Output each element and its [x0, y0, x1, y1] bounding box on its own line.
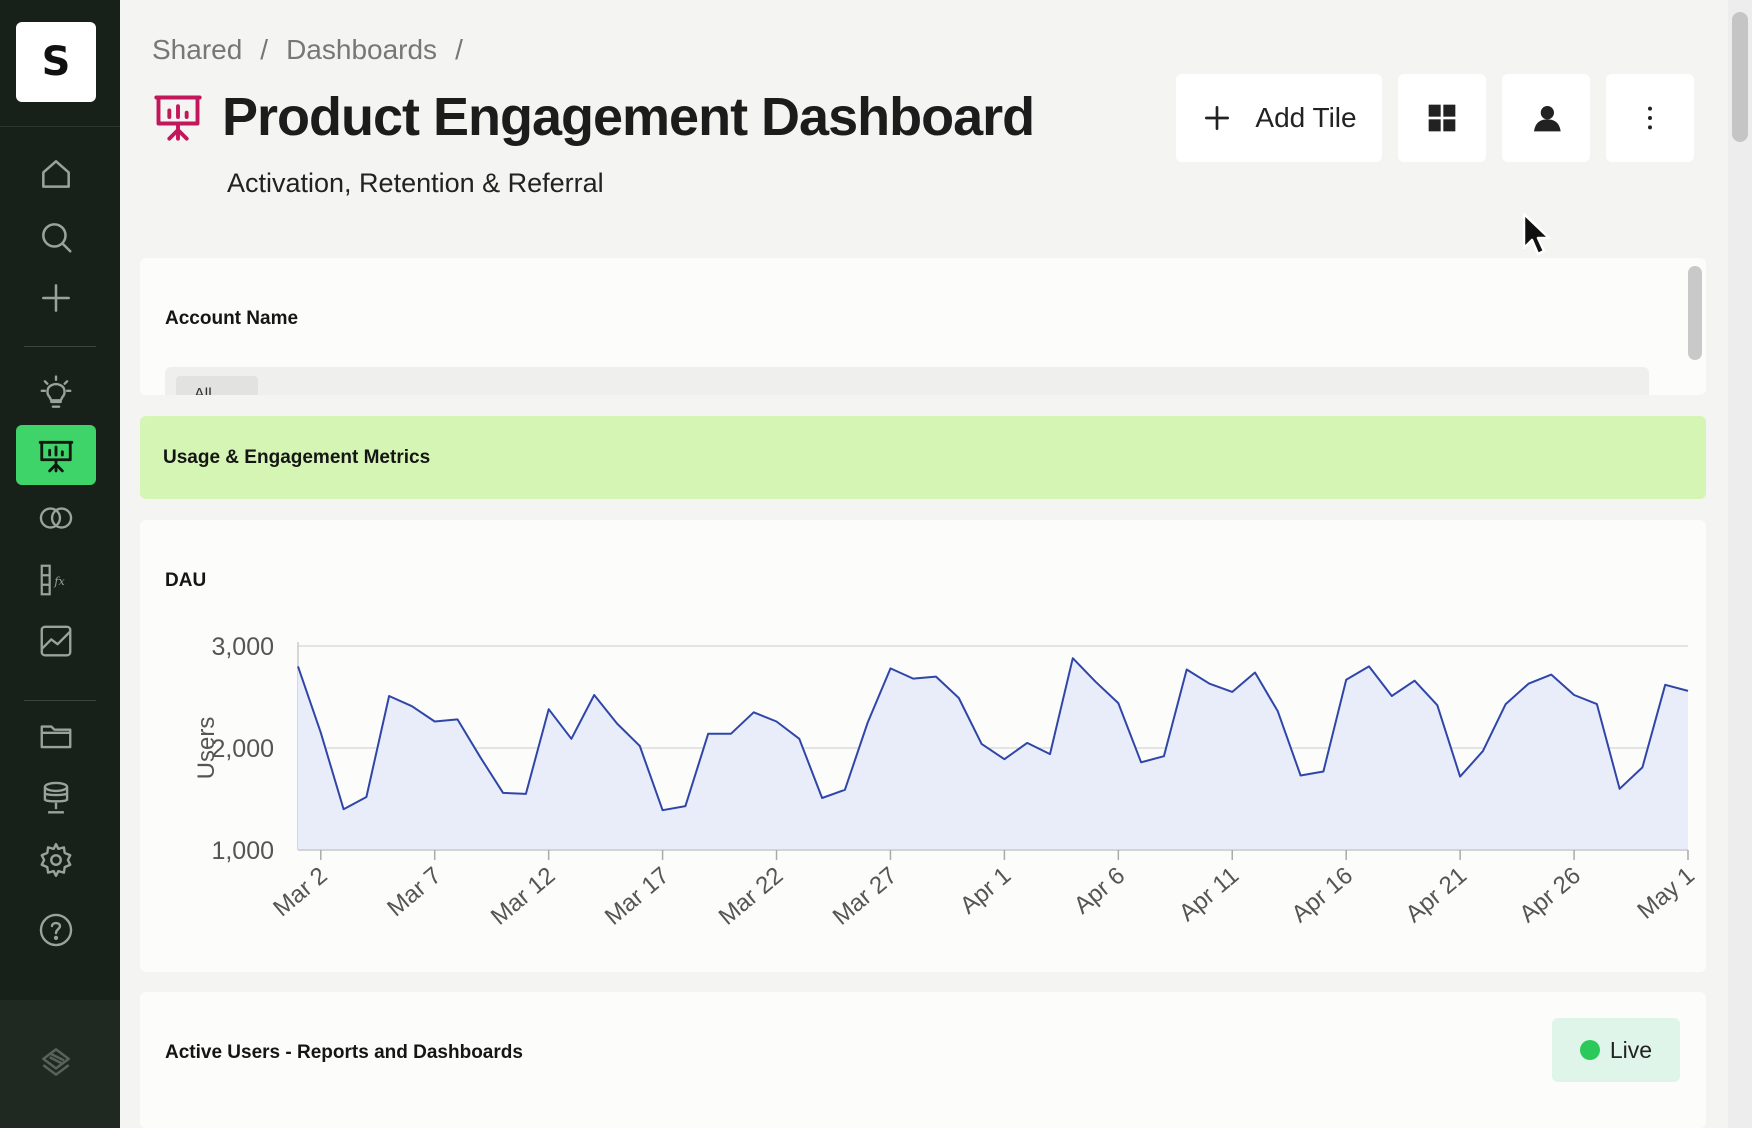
sidebar-footer — [0, 1000, 120, 1128]
x-tick-label: Mar 27 — [828, 862, 903, 931]
plus-icon — [1205, 106, 1230, 130]
account-name-select[interactable]: All — [165, 367, 1649, 395]
filter-chip[interactable]: All — [176, 376, 258, 395]
dashboard-icon — [154, 95, 202, 141]
x-tick-label: May 1 — [1632, 862, 1699, 925]
x-tick-label: Apr 6 — [1069, 862, 1130, 920]
folder-icon[interactable] — [16, 706, 96, 766]
x-tick-label: Apr 11 — [1174, 862, 1244, 927]
add-tile-button[interactable]: Add Tile — [1176, 74, 1382, 162]
x-tick-label: Apr 21 — [1400, 862, 1472, 928]
page-scrollbar[interactable] — [1728, 0, 1752, 1128]
page-scrollbar-thumb[interactable] — [1732, 12, 1748, 142]
breadcrumb-dashboards[interactable]: Dashboards — [286, 34, 438, 65]
live-dot-icon — [1579, 1040, 1600, 1060]
grid-icon — [1428, 104, 1456, 132]
dau-chart-card[interactable]: DAU 1,000 2,000 3,000 Users Mar 2 Mar 7 Mar 12… — [140, 520, 1706, 972]
x-tick-label: Apr 1 — [955, 862, 1016, 920]
database-icon[interactable] — [16, 768, 96, 828]
circles-icon[interactable] — [16, 488, 96, 548]
home-icon[interactable] — [16, 144, 96, 204]
y-tick-label: 3,000 — [211, 633, 274, 661]
x-tick-label: Mar 7 — [382, 862, 446, 922]
x-tick-label: Mar 22 — [714, 862, 789, 931]
plus-icon[interactable] — [16, 268, 96, 328]
user-share-icon — [1532, 106, 1561, 132]
share-button[interactable] — [1502, 74, 1590, 162]
sidebar-divider — [24, 700, 96, 701]
add-tile-label: Add Tile — [1255, 102, 1357, 133]
chart-title: DAU — [165, 570, 207, 591]
section-label: Usage & Engagement Metrics — [163, 447, 431, 468]
lightbulb-icon[interactable] — [16, 364, 96, 424]
breadcrumb: Shared / Dashboards / — [152, 34, 463, 66]
breadcrumb-separator: / — [455, 34, 463, 65]
live-label: Live — [1609, 1036, 1653, 1063]
account-filter-card: Account Name All — [140, 258, 1706, 395]
presentation-icon[interactable] — [16, 425, 96, 485]
help-icon[interactable] — [16, 900, 96, 960]
x-tick-label: Mar 2 — [268, 862, 332, 922]
page-subtitle: Activation, Retention & Referral — [227, 168, 604, 198]
filter-scrollbar[interactable] — [1688, 266, 1702, 360]
y-tick-label: 2,000 — [211, 735, 274, 763]
breadcrumb-separator: / — [260, 34, 269, 65]
breadcrumb-shared[interactable]: Shared — [152, 34, 243, 65]
dau-chart: 1,000 2,000 3,000 Users Mar 2 Mar 7 Mar 12 Mar … — [193, 633, 1700, 931]
active-users-title: Active Users - Reports and Dashboards — [165, 1042, 523, 1063]
more-options-button[interactable] — [1606, 74, 1694, 162]
search-icon[interactable] — [16, 207, 96, 267]
y-axis-label: Users — [193, 717, 220, 780]
mouse-cursor-icon — [1522, 212, 1551, 256]
y-tick-label: 1,000 — [211, 837, 274, 865]
section-header: Usage & Engagement Metrics — [140, 416, 1706, 499]
sidebar-divider — [24, 346, 96, 347]
active-users-card[interactable]: Active Users - Reports and Dashboards Li… — [140, 992, 1706, 1128]
sidebar: S fx — [0, 0, 120, 1128]
filter-label: Account Name — [165, 308, 299, 329]
series-line — [297, 657, 1689, 812]
layout-button[interactable] — [1398, 74, 1486, 162]
svg-text:fx: fx — [53, 575, 65, 588]
gear-icon[interactable] — [16, 830, 96, 890]
title-row: Product Engagement Dashboard — [152, 86, 1035, 148]
x-tick-label: Mar 17 — [600, 862, 675, 931]
live-status-badge: Live — [1552, 1018, 1680, 1082]
x-tick-label: Apr 26 — [1514, 862, 1586, 928]
kebab-menu-icon — [1648, 106, 1652, 130]
brand-icon[interactable] — [16, 1032, 96, 1092]
main-content: Shared / Dashboards / Product Engagement… — [120, 0, 1728, 1128]
page-title: Product Engagement Dashboard — [222, 87, 1035, 147]
x-tick-label: Apr 16 — [1287, 862, 1359, 928]
x-tick-label: Mar 12 — [486, 862, 561, 931]
workspace-logo[interactable]: S — [16, 22, 96, 102]
formula-icon[interactable]: fx — [16, 550, 96, 610]
chart-icon[interactable] — [16, 611, 96, 671]
sidebar-divider — [0, 126, 120, 127]
